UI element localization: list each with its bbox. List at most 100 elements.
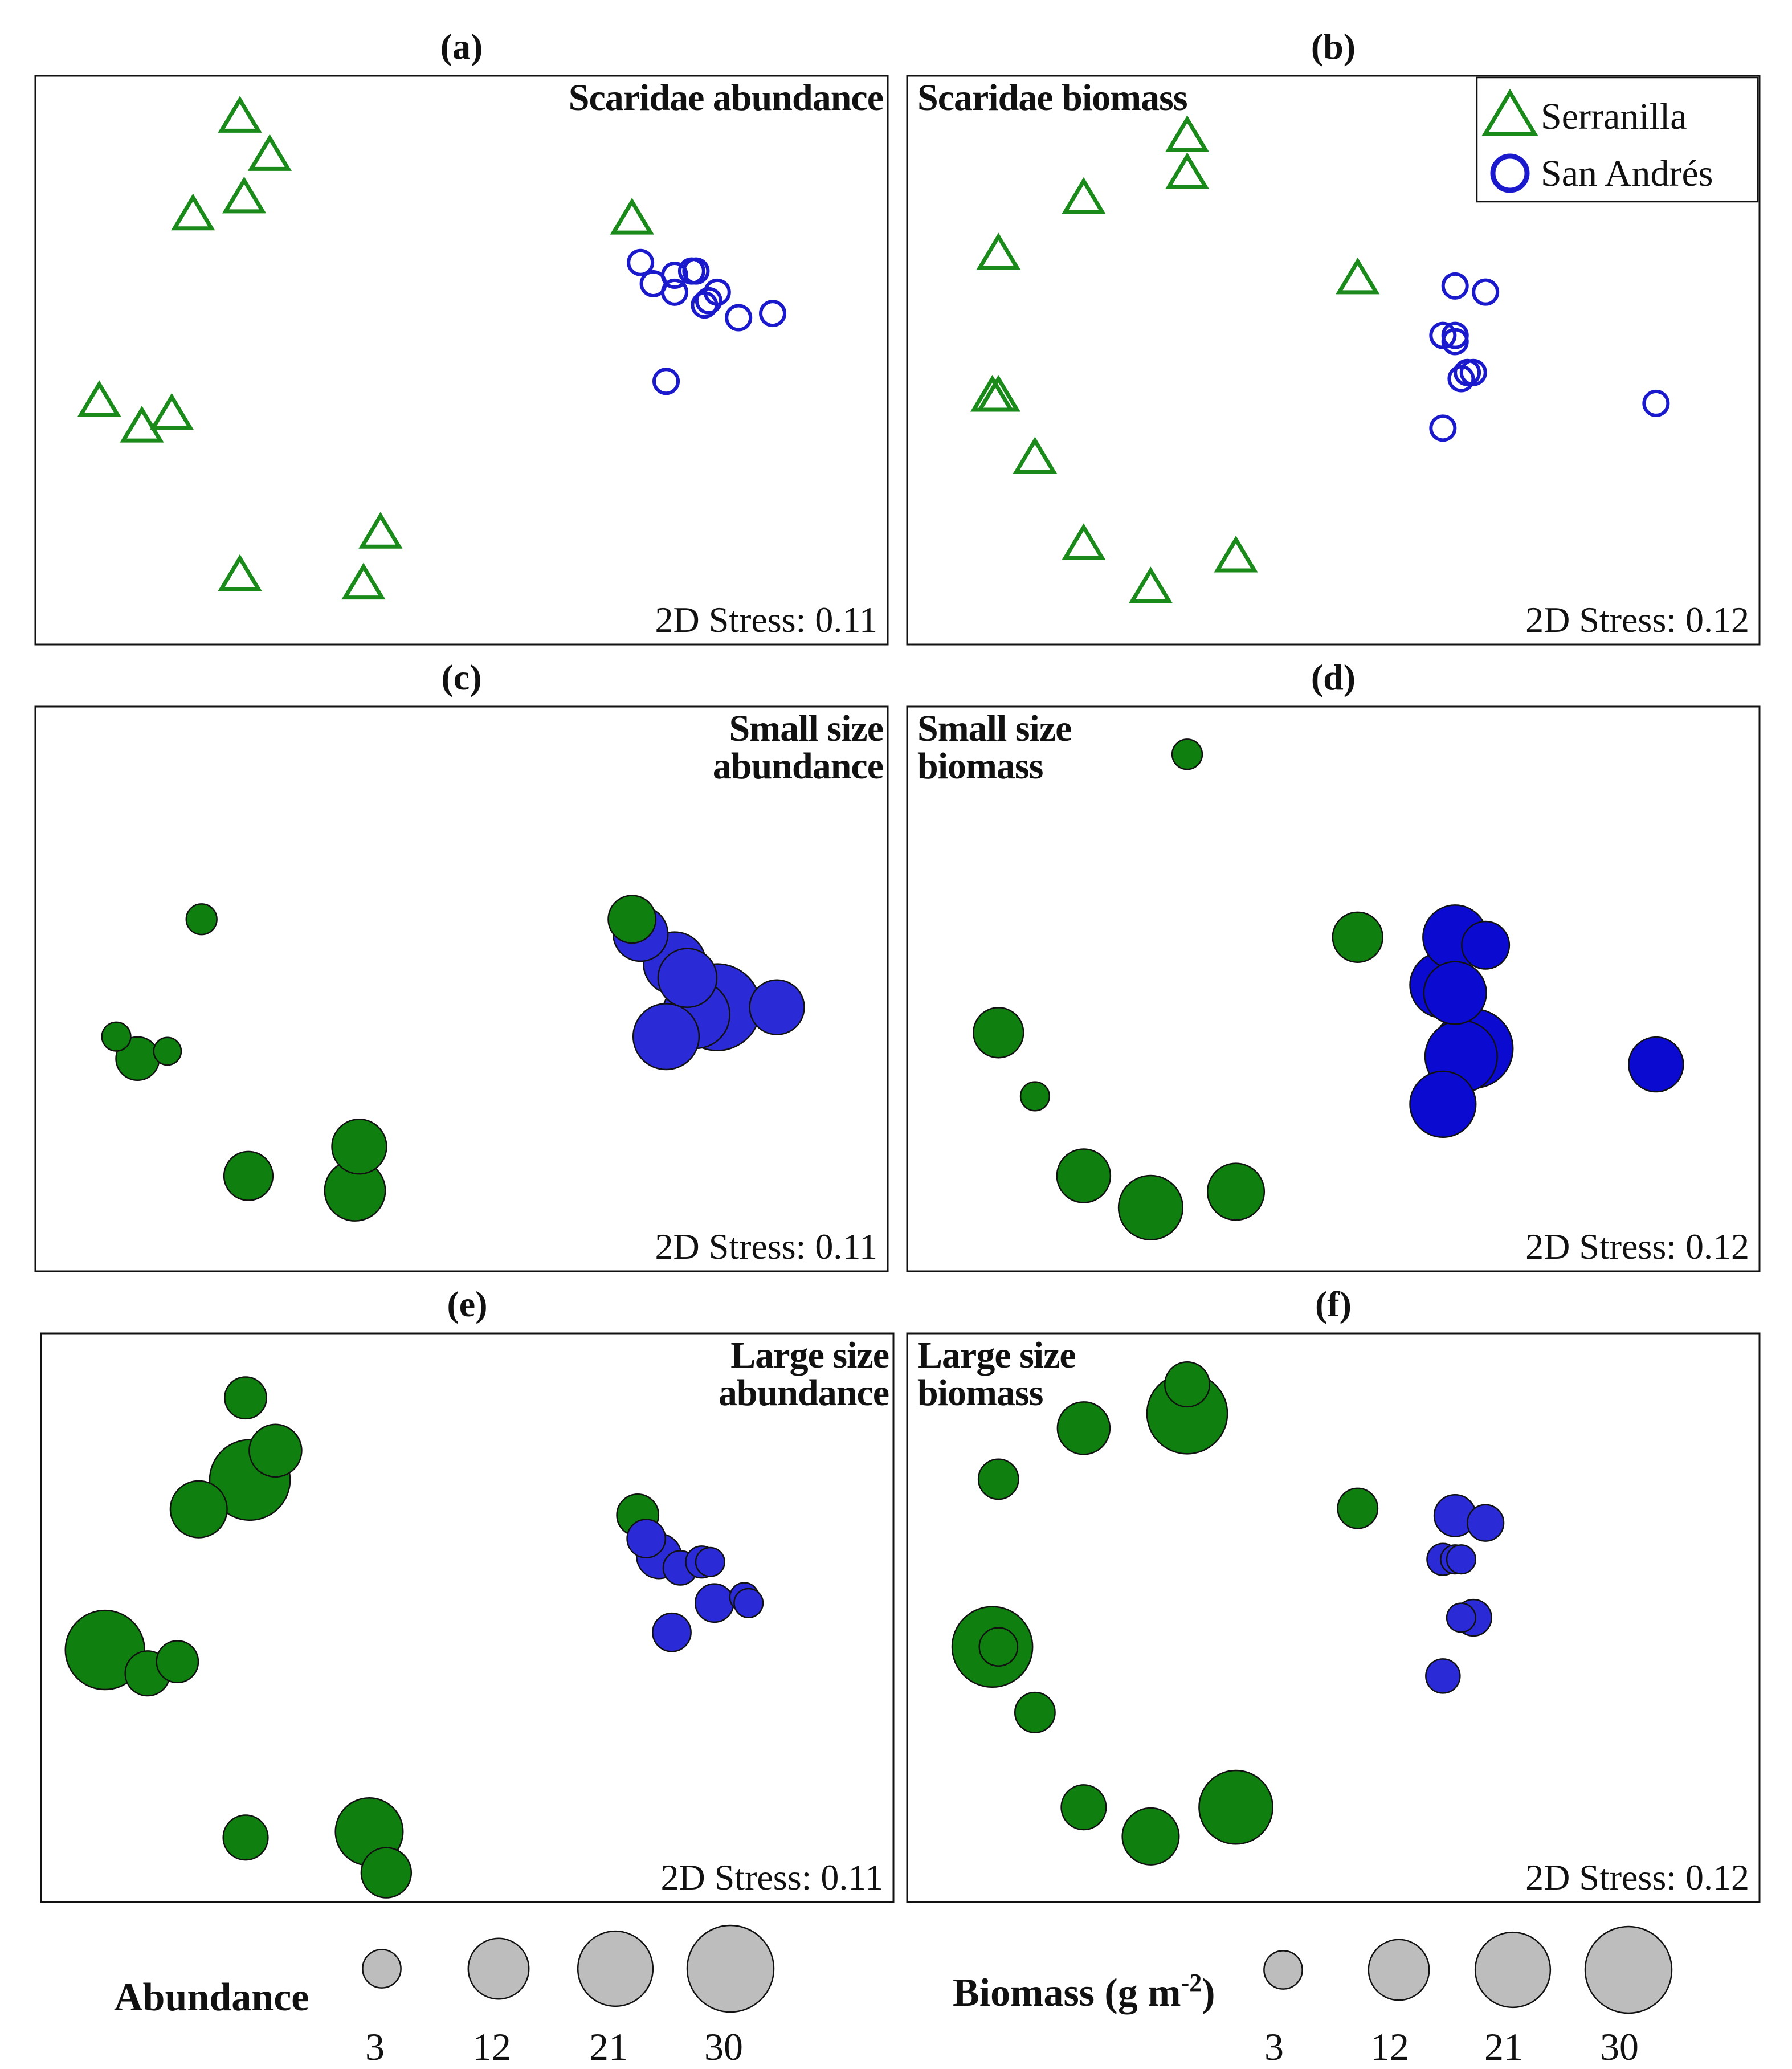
stress-b: 2D Stress: 0.12: [1525, 599, 1749, 640]
panel-frame-e: [40, 1332, 895, 1903]
size-legend-abundance-circle-3: [362, 1949, 402, 1989]
panel-title-c-1: abundance: [713, 745, 883, 787]
point-a-serranilla-1: [247, 134, 292, 171]
marks-e: [64, 1376, 764, 1899]
point-a-san-andres-4: [682, 257, 710, 285]
bubble-e-san-andres-8: [652, 1612, 692, 1652]
size-legend-biomass-circle-30: [1584, 1925, 1673, 2014]
bubble-e-san-andres-4: [695, 1546, 725, 1577]
bubble-f-san-andres-1: [1466, 1504, 1505, 1542]
bubble-f-san-andres-4: [1446, 1544, 1476, 1575]
bubble-f-serranilla-7: [1060, 1784, 1107, 1831]
bubble-f-serranilla-0: [1164, 1361, 1211, 1408]
size-legend-biomass-circle-3: [1263, 1950, 1303, 1990]
bubble-d-serranilla-6: [1332, 911, 1383, 963]
bubble-c-san-andres-6: [749, 979, 805, 1035]
panel-title-e-1: abundance: [719, 1372, 889, 1414]
point-a-serranilla-4: [77, 380, 121, 417]
stress-f: 2D Stress: 0.12: [1525, 1857, 1749, 1897]
point-a-serranilla-5: [120, 405, 164, 443]
point-b-san-andres-0: [1441, 272, 1469, 300]
bubble-e-serranilla-6: [156, 1640, 199, 1684]
bubble-c-serranilla-4: [223, 1150, 274, 1201]
bubble-f-serranilla-6: [1014, 1691, 1056, 1733]
bubble-d-serranilla-0: [1171, 738, 1203, 770]
size-legend-abundance-label-21: 21: [589, 2025, 628, 2068]
point-b-serranilla-3: [976, 232, 1020, 270]
bubble-e-serranilla-4: [64, 1609, 145, 1691]
point-b-serranilla-7: [1062, 523, 1106, 560]
marks-c: [101, 895, 805, 1222]
marks-d: [973, 738, 1684, 1240]
bubble-e-san-andres-0: [626, 1519, 667, 1558]
size-legend-abundance-label-12: 12: [472, 2025, 511, 2068]
point-a-serranilla-8: [341, 562, 386, 600]
legend-serranilla-marker: [1481, 88, 1538, 136]
panel-title-f-0: Large size: [917, 1335, 1076, 1376]
point-a-san-andres-10: [725, 304, 753, 332]
bubble-f-serranilla-9: [1198, 1769, 1273, 1845]
point-a-san-andres-8: [759, 300, 787, 328]
point-a-san-andres-0: [627, 248, 655, 276]
panel-title-f-1: biomass: [917, 1372, 1043, 1414]
panel-label-e: (e): [447, 1284, 487, 1324]
bubble-e-san-andres-7: [733, 1588, 764, 1618]
point-b-serranilla-1: [1165, 152, 1210, 189]
stress-d: 2D Stress: 0.12: [1525, 1226, 1749, 1267]
size-legend-abundance-title: Abundance: [114, 1976, 309, 2019]
size-legend-biomass: Biomass (g m-2) 3 12 21 30: [953, 1925, 1673, 2068]
stress-e: 2D Stress: 0.11: [660, 1857, 883, 1897]
size-legend-layer: Abundance 3 12 21 30 Biomass (g m-2) 3 12 21 30: [114, 1924, 1673, 2068]
bubble-d-san-andres-7: [1628, 1036, 1684, 1093]
bubble-f-serranilla-8: [1121, 1807, 1180, 1866]
panel-frame-f: [906, 1332, 1761, 1903]
point-b-san-andres-9: [1642, 389, 1670, 417]
point-b-san-andres-4: [1441, 328, 1469, 356]
size-legend-biomass-title: Biomass (g m-2): [953, 1969, 1215, 2015]
point-a-san-andres-5: [695, 287, 722, 315]
panel-label-f: (f): [1315, 1284, 1352, 1324]
point-a-serranilla-2: [222, 176, 267, 214]
bubble-c-san-andres-2: [657, 948, 718, 1008]
panel-title-d-0: Small size: [917, 708, 1071, 749]
legend-serranilla-label: Serranilla: [1541, 96, 1687, 137]
bubble-e-serranilla-7: [222, 1814, 269, 1861]
panel-title-b-0: Scaridae biomass: [917, 77, 1187, 119]
size-legend-biomass-circle-21: [1474, 1931, 1552, 2009]
bubble-e-serranilla-3: [169, 1480, 228, 1539]
panel-a: (a) Scaridae abundance 2D Stress: 0.11: [34, 26, 889, 646]
point-b-serranilla-8: [1128, 566, 1173, 603]
point-b-san-andres-8: [1429, 414, 1457, 442]
group-legend: Serranilla San Andrés: [1476, 76, 1759, 203]
bubble-d-serranilla-5: [1206, 1162, 1266, 1221]
bubble-e-serranilla-9: [360, 1847, 413, 1899]
panel-title-c-0: Small size: [729, 708, 883, 749]
point-a-san-andres-2: [661, 262, 688, 289]
point-a-san-andres-9: [652, 368, 680, 395]
point-b-serranilla-2: [1062, 177, 1106, 214]
point-b-serranilla-10: [1336, 257, 1380, 295]
point-a-serranilla-7: [218, 554, 262, 591]
size-legend-biomass-label-12: 12: [1370, 2025, 1409, 2068]
bubble-c-serranilla-7: [607, 895, 657, 944]
point-a-serranilla-9: [358, 512, 403, 549]
panel-title-a-0: Scaridae abundance: [569, 77, 883, 119]
size-legend-biomass-title-main: Biomass (g m: [953, 1971, 1181, 2015]
panel-label-d: (d): [1311, 657, 1356, 697]
bubble-f-serranilla-10: [1337, 1487, 1379, 1529]
panel-label-a: (a): [440, 26, 483, 67]
bubble-f-serranilla-3: [977, 1458, 1019, 1500]
marks-f: [951, 1361, 1505, 1866]
size-legend-biomass-label-3: 3: [1264, 2025, 1284, 2068]
bubble-d-san-andres-3: [1423, 961, 1487, 1025]
bubble-c-serranilla-1: [101, 1021, 132, 1052]
size-legend-abundance-circle-21: [577, 1930, 654, 2007]
panel-label-b: (b): [1311, 26, 1356, 67]
point-b-san-andres-1: [1472, 278, 1500, 306]
panel-frame-a: [34, 75, 889, 646]
size-legend-biomass-circle-12: [1368, 1939, 1430, 2001]
bubble-c-san-andres-5: [632, 1003, 700, 1071]
